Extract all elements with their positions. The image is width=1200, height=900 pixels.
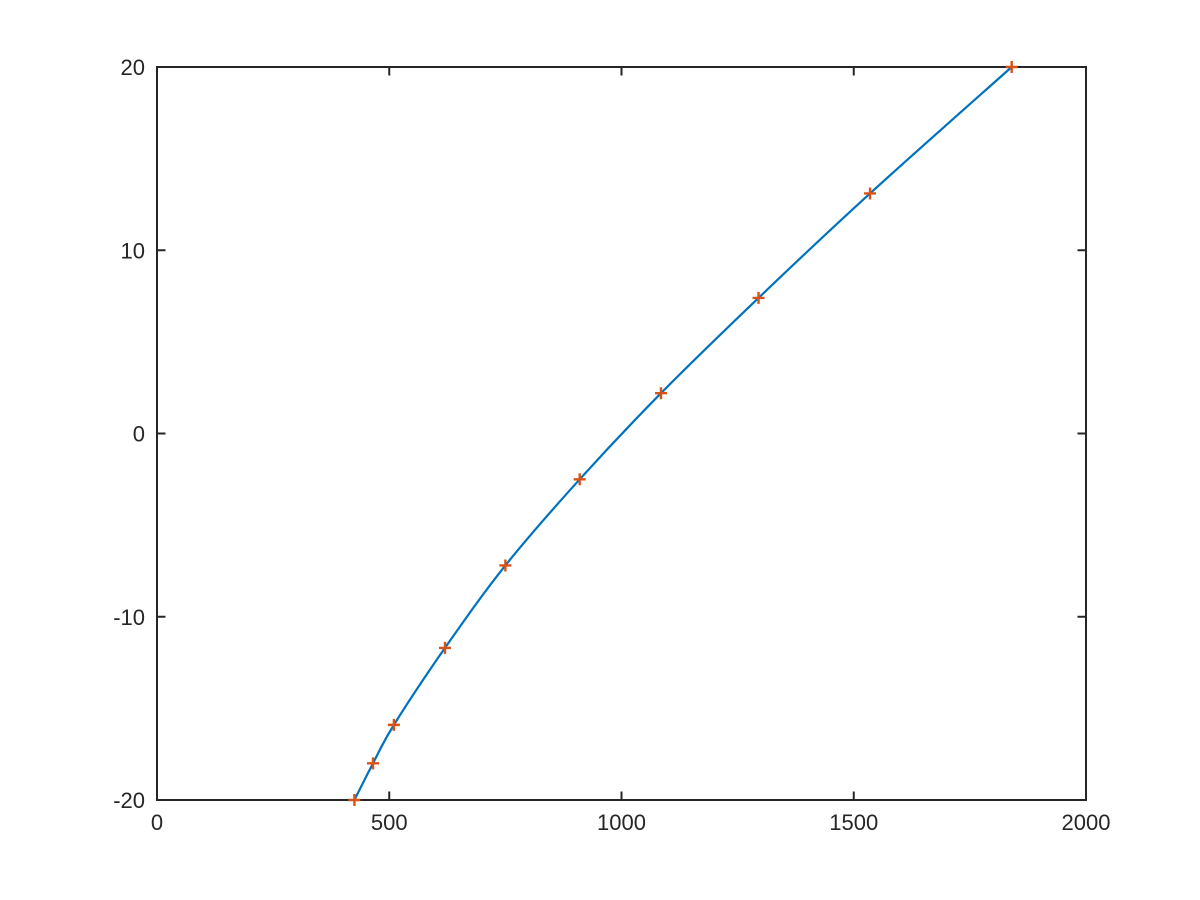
data-marker-plus [573,473,586,486]
y-tick-label: 0 [133,422,145,447]
x-tick-label: 1500 [829,810,878,835]
y-tick-label: 10 [121,238,145,263]
x-tick-label: 500 [371,810,408,835]
data-marker-plus [654,387,667,400]
data-marker-plus [387,718,400,731]
axes-box [156,66,1087,801]
data-marker-plus [499,559,512,572]
data-marker-plus [1005,61,1018,73]
data-marker-plus [438,641,451,654]
y-tick-label: 20 [121,55,145,80]
x-tick-label: 0 [151,810,163,835]
data-marker-plus [366,757,379,770]
y-tick-label: -10 [113,605,145,630]
y-tick-label: -20 [113,788,145,813]
x-tick-label: 1000 [597,810,646,835]
data-marker-plus [864,187,877,200]
x-tick-label: 2000 [1062,810,1111,835]
data-marker-plus [752,291,765,304]
data-marker-plus [348,794,361,806]
